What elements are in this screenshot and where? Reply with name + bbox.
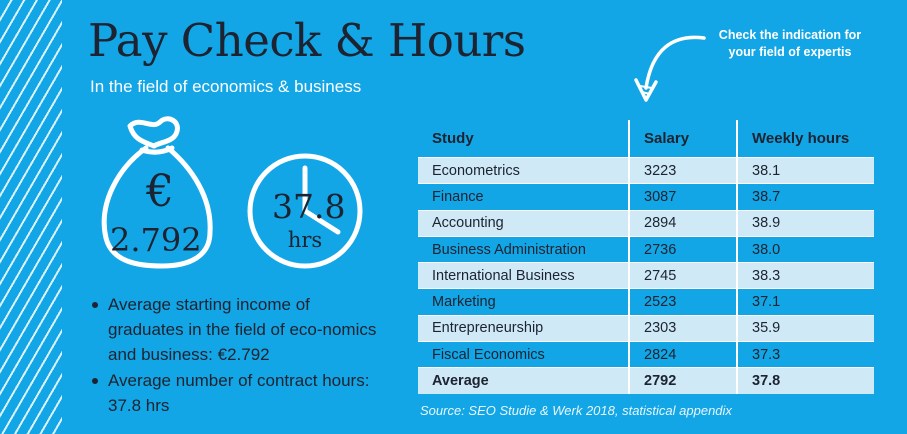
hours-unit: hrs bbox=[287, 228, 323, 252]
table-row: Business Administration 2736 38.0 bbox=[418, 236, 874, 263]
euro-symbol: € bbox=[146, 166, 174, 217]
callout-line-1: Check the indication for bbox=[718, 28, 862, 42]
cell-salary: 2792 bbox=[628, 367, 737, 394]
table-row: Accounting 2894 38.9 bbox=[418, 210, 874, 237]
decorative-stripes bbox=[0, 0, 62, 434]
cell-salary: 3087 bbox=[628, 183, 737, 211]
cell-study: Entrepreneurship bbox=[418, 315, 629, 342]
page-subtitle: In the field of economics & business bbox=[90, 77, 362, 96]
cell-hours: 38.0 bbox=[736, 236, 874, 263]
column-header-study: Study bbox=[418, 120, 629, 158]
cell-hours: 38.3 bbox=[736, 262, 874, 289]
table-row: International Business 2745 38.3 bbox=[418, 262, 874, 289]
cell-salary: 2523 bbox=[628, 288, 737, 316]
cell-salary: 2894 bbox=[628, 210, 737, 237]
cell-salary: 2745 bbox=[628, 262, 737, 289]
curved-arrow-icon bbox=[634, 35, 706, 102]
table-row: Marketing 2523 37.1 bbox=[418, 288, 874, 316]
cell-study: Marketing bbox=[418, 288, 629, 316]
cell-study: Accounting bbox=[418, 210, 629, 237]
cell-hours: 38.9 bbox=[736, 210, 874, 237]
cell-salary: 2824 bbox=[628, 341, 737, 368]
cell-study: Finance bbox=[418, 183, 629, 211]
cell-hours: 37.8 bbox=[736, 367, 874, 394]
hours-value: 37.8 bbox=[272, 187, 346, 226]
table-row: Entrepreneurship 2303 35.9 bbox=[418, 315, 874, 342]
table-header-row: Study Salary Weekly hours bbox=[418, 120, 874, 158]
cell-hours: 38.7 bbox=[736, 183, 874, 211]
summary-bullets: Average starting income of graduates in … bbox=[90, 292, 390, 419]
callout-text: Check the indication for your field of e… bbox=[690, 27, 890, 61]
cell-hours: 37.1 bbox=[736, 288, 874, 316]
cell-hours: 37.3 bbox=[736, 341, 874, 368]
bullet-hours: Average number of contract hours: 37.8 h… bbox=[90, 368, 390, 418]
bullet-income: Average starting income of graduates in … bbox=[90, 292, 390, 367]
column-header-weekly-hours: Weekly hours bbox=[736, 120, 874, 158]
cell-salary: 2303 bbox=[628, 315, 737, 342]
table-row: Fiscal Economics 2824 37.3 bbox=[418, 341, 874, 368]
table-row-average: Average 2792 37.8 bbox=[418, 367, 874, 394]
cell-study: Business Administration bbox=[418, 236, 629, 263]
clock-icon bbox=[247, 153, 363, 269]
callout-line-2: your field of expertis bbox=[728, 45, 852, 59]
page-title: Pay Check & Hours bbox=[88, 14, 526, 67]
source-note: Source: SEO Studie & Werk 2018, statisti… bbox=[420, 403, 732, 418]
column-header-salary: Salary bbox=[628, 120, 737, 158]
cell-hours: 38.1 bbox=[736, 157, 874, 184]
table-row: Finance 3087 38.7 bbox=[418, 183, 874, 211]
cell-study: International Business bbox=[418, 262, 629, 289]
cell-hours: 35.9 bbox=[736, 315, 874, 342]
cell-salary: 3223 bbox=[628, 157, 737, 184]
income-value: 2.792 bbox=[110, 221, 202, 259]
cell-study: Fiscal Economics bbox=[418, 341, 629, 368]
cell-salary: 2736 bbox=[628, 236, 737, 263]
money-bag-icon bbox=[101, 116, 213, 269]
table-row: Econometrics 3223 38.1 bbox=[418, 157, 874, 184]
cell-study: Average bbox=[418, 367, 629, 394]
cell-study: Econometrics bbox=[418, 157, 629, 184]
pay-hours-table: Study Salary Weekly hours Econometrics 3… bbox=[418, 120, 874, 394]
